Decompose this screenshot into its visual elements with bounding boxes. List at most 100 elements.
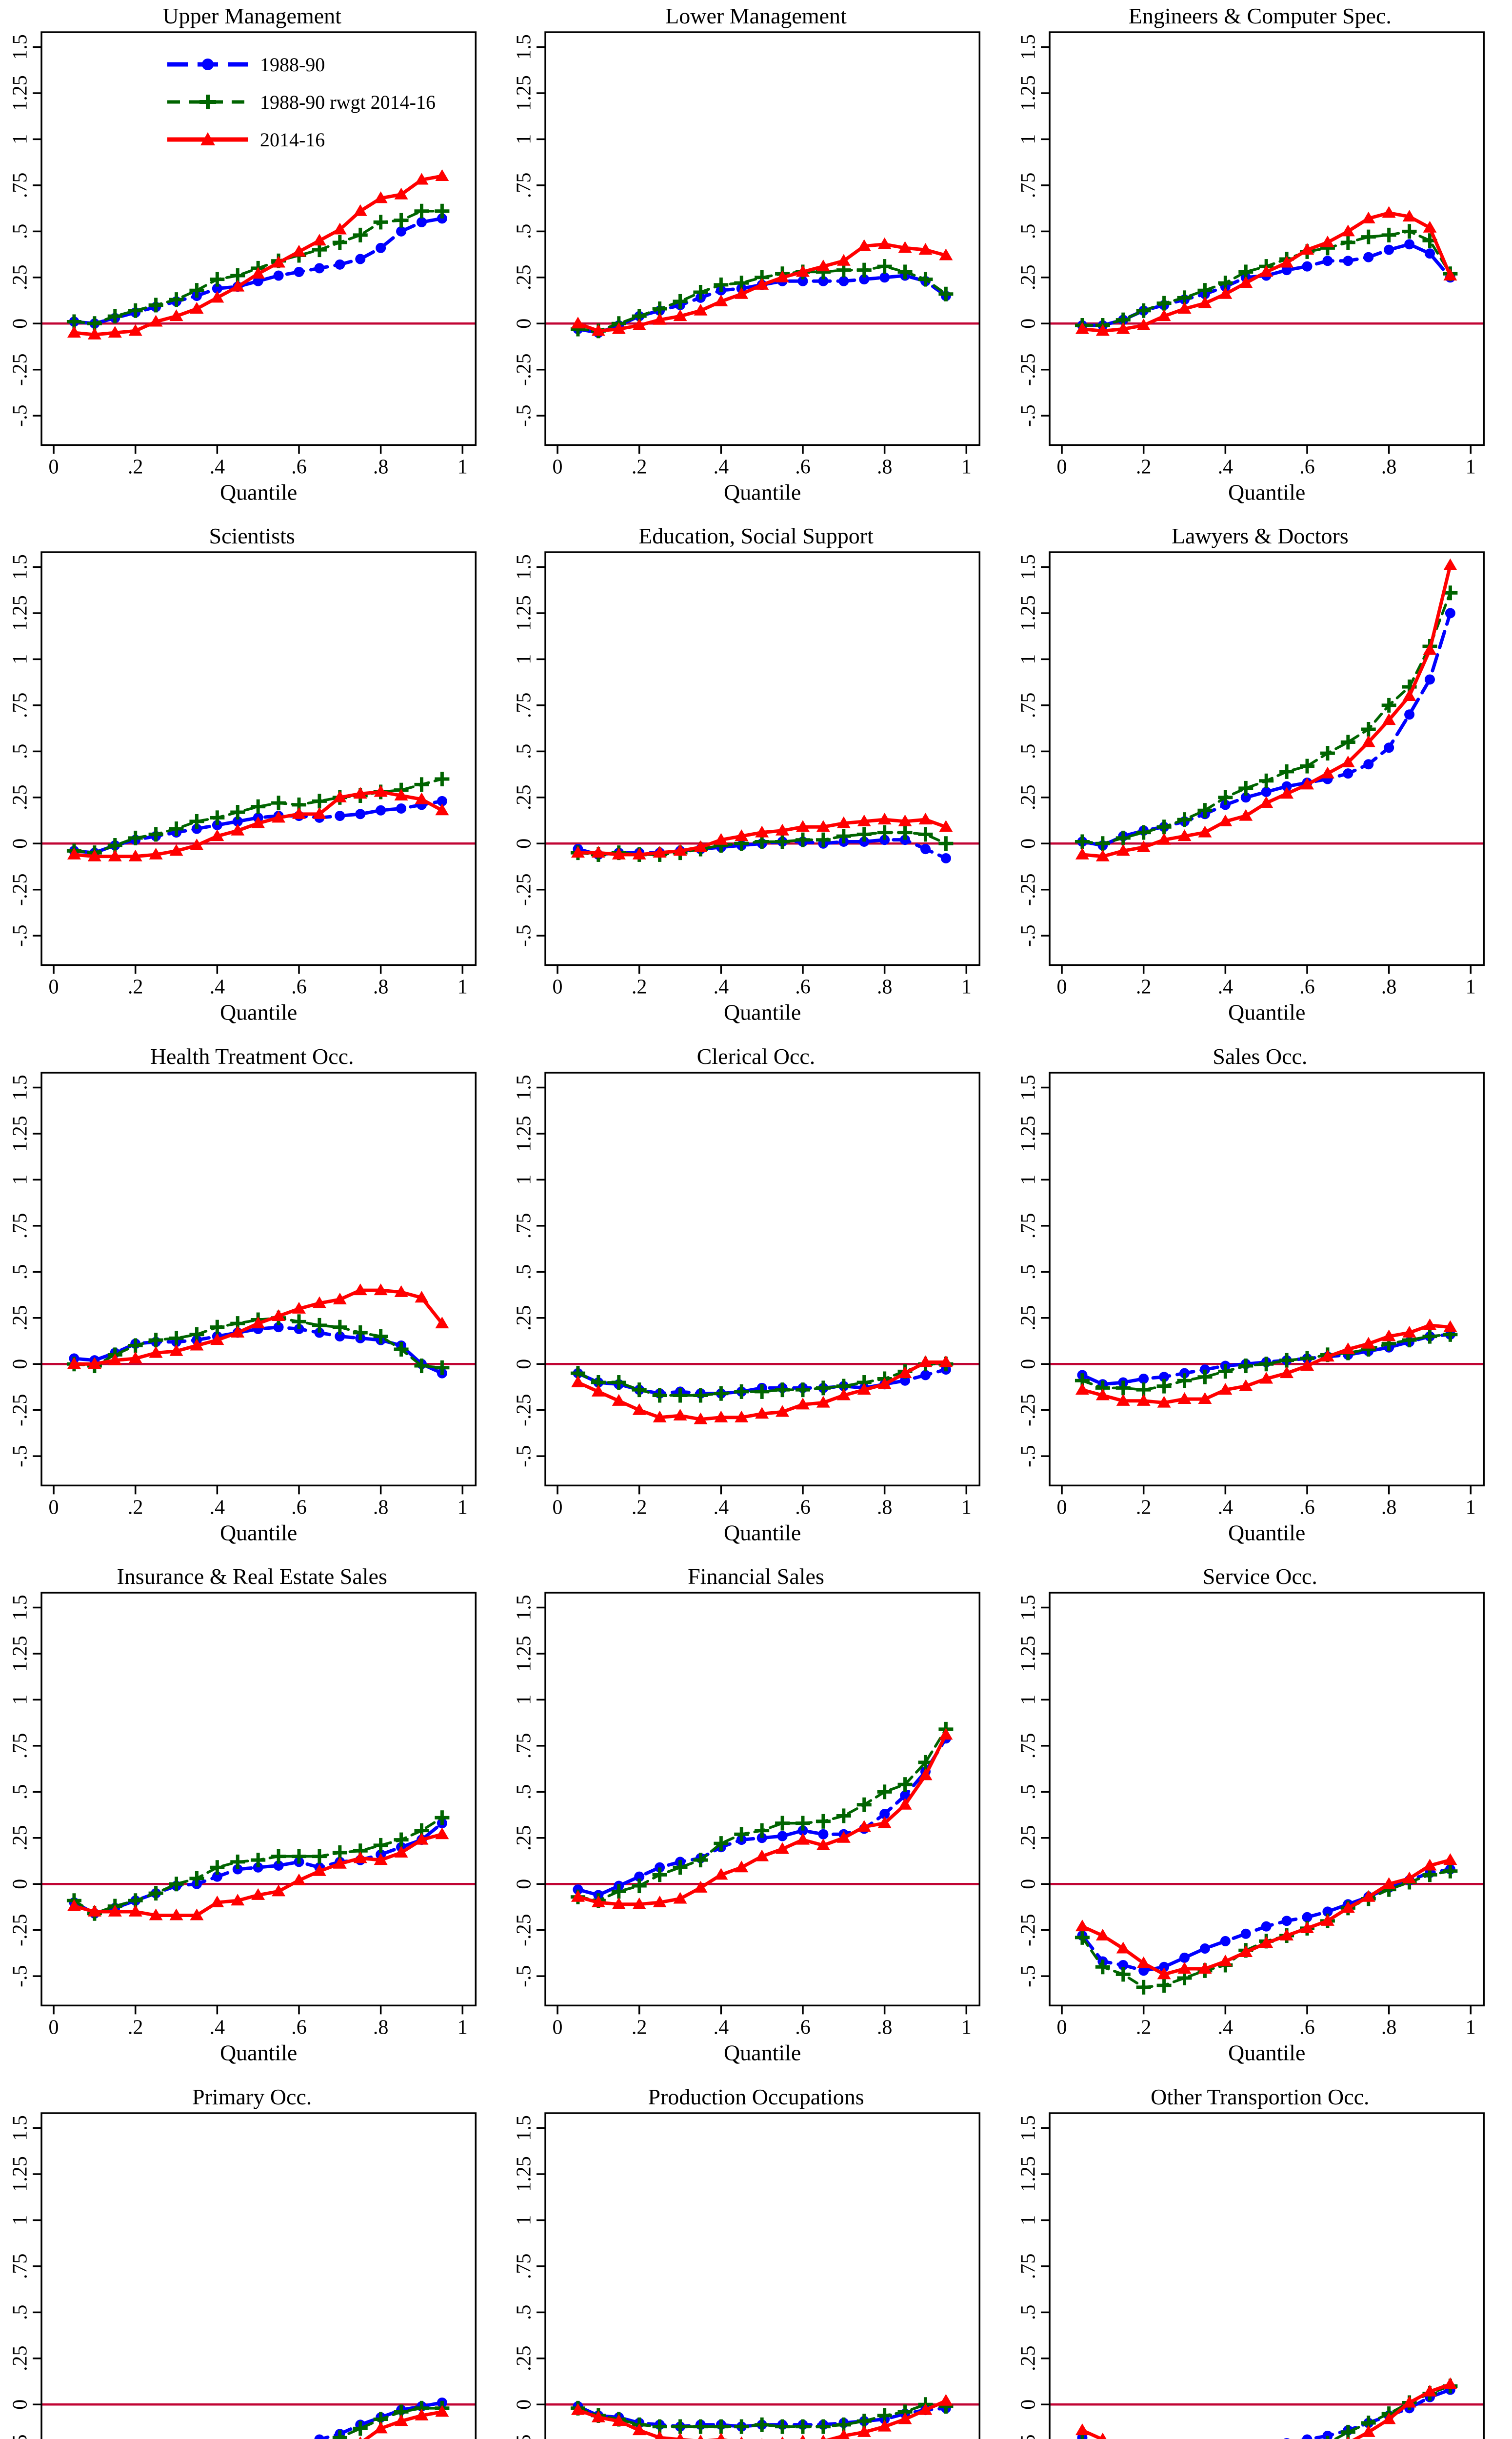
circle-marker-icon: [212, 820, 222, 831]
x-tick-label: .2: [1136, 2017, 1151, 2039]
triangle-marker-icon: [169, 309, 183, 321]
circle-marker-icon: [920, 844, 931, 855]
triangle-marker-icon: [1177, 302, 1192, 314]
x-axis-label: Quantile: [1228, 2040, 1305, 2065]
x-tick-label: .2: [1136, 976, 1151, 999]
triangle-marker-icon: [612, 2414, 626, 2426]
x-tick-label: 0: [1056, 976, 1067, 999]
triangle-marker-icon: [353, 204, 367, 216]
triangle-marker-icon: [374, 1853, 388, 1865]
chart-panel-education-social-support: Education, Social Support -.5 -.25 0 .25 .5.…: [504, 520, 1008, 1040]
circle-marker-icon: [900, 835, 911, 845]
circle-marker-icon: [253, 1862, 263, 1873]
y-tick-label: -.25: [1017, 874, 1039, 906]
circle-marker-icon: [797, 276, 808, 286]
triangle-marker-icon: [394, 1846, 408, 1858]
triangle-marker-icon: [612, 1394, 626, 1406]
quantile-plot: -.5 -.25 0 .25 .5 .75 1 1.25 1.5 0 .2 .4 .6 .8 1 Quanti…: [1017, 1072, 1485, 1545]
series-line-2014-16: [1080, 1858, 1452, 1977]
y-tick-label: 1.5: [9, 34, 32, 60]
triangle-marker-icon: [776, 1842, 790, 1854]
y-tick-label: .75: [9, 1213, 32, 1239]
triangle-marker-icon: [1423, 643, 1437, 655]
chart-panel-clerical-occ: Clerical Occ. -.5 -.25 0 .25 .5 .75 1 1.25 1.5 0.…: [504, 1040, 1008, 1560]
triangle-marker-icon: [312, 234, 326, 246]
chart-panel-health-treatment-occ: Health Treatment Occ. -.5 -.25 0 .25 .5 .75 1 1…: [0, 1040, 504, 1560]
triangle-marker-icon: [435, 2404, 449, 2417]
y-tick-label: .25: [513, 1825, 536, 1851]
y-tick-label: 1.5: [1017, 34, 1039, 60]
triangle-marker-icon: [939, 820, 953, 832]
x-tick-label: .2: [128, 976, 143, 999]
triangle-marker-icon: [918, 813, 933, 825]
y-tick-label: .5: [9, 224, 32, 240]
legend-item-1988-90-rwgt-2014-16: 1988-90 rwgt 2014-16: [166, 91, 436, 114]
triangle-marker-icon: [394, 187, 408, 200]
legend-item-2014-16: 2014-16: [166, 128, 436, 151]
triangle-marker-icon: [1075, 2423, 1089, 2435]
triangle-marker-icon: [251, 817, 265, 829]
x-tick-label: 1: [458, 1496, 468, 1519]
plot-box: [544, 31, 981, 446]
triangle-marker-icon: [333, 1857, 347, 1869]
circle-marker-icon: [1424, 248, 1435, 259]
x-tick-label: .4: [1217, 976, 1233, 999]
legend-item-1988-90: 1988-90: [166, 53, 436, 76]
y-tick-label: .5: [9, 1784, 32, 1800]
triangle-marker-icon: [435, 1827, 449, 1839]
triangle-marker-icon: [592, 846, 606, 858]
x-tick-label: 0: [49, 1496, 59, 1519]
triangle-marker-icon: [857, 239, 872, 251]
x-tick-label: .2: [1136, 456, 1151, 478]
circle-marker-icon: [634, 1871, 645, 1882]
circle-marker-icon: [573, 1884, 583, 1895]
triangle-marker-icon: [1198, 1962, 1212, 1974]
dashed-line-plus-marker-icon: [167, 95, 248, 110]
triangle-marker-icon: [800, 2434, 806, 2439]
x-tick-label: .4: [210, 2017, 225, 2039]
triangle-marker-icon: [272, 1884, 286, 1897]
triangle-marker-icon: [694, 1412, 708, 1424]
triangle-marker-icon: [312, 1296, 326, 1308]
triangle-marker-icon: [1218, 1382, 1233, 1395]
x-axis-label: Quantile: [220, 1000, 297, 1025]
y-tick-label: -.25: [9, 1394, 32, 1426]
x-tick-label: .8: [877, 976, 892, 999]
quantile-plot: -.5 -.25 0 .25 .5 .75 1 1.25 1.5 0 .2 .4 .6 .8 1 Quanti…: [9, 551, 477, 1025]
x-tick-label: 0: [1056, 2017, 1067, 2039]
triangle-marker-icon: [877, 1377, 892, 1389]
triangle-marker-icon: [694, 303, 708, 316]
y-tick-label: -.25: [513, 1394, 536, 1426]
x-axis-label: Quantile: [724, 1520, 801, 1545]
x-tick-label: .4: [714, 456, 729, 478]
triangle-marker-icon: [1361, 735, 1375, 747]
circle-marker-icon: [1199, 1364, 1210, 1375]
y-tick-label: .75: [1017, 693, 1039, 719]
circle-marker-icon: [1179, 1368, 1190, 1379]
triangle-marker-icon: [1279, 787, 1293, 799]
triangle-marker-icon: [735, 1860, 749, 1873]
x-tick-label: 0: [1056, 456, 1067, 478]
y-tick-label: 1.25: [513, 2156, 536, 2192]
y-tick-label: 1.5: [1017, 1075, 1039, 1100]
circle-marker-icon: [396, 803, 407, 814]
triangle-marker-icon: [694, 1880, 708, 1893]
triangle-marker-icon: [633, 1897, 647, 1910]
y-tick-label: 1.25: [1017, 75, 1039, 111]
panel-title: Other Transportion Occ.: [1151, 2084, 1370, 2109]
y-tick-label: .75: [513, 2253, 536, 2279]
triangle-marker-icon: [918, 1355, 933, 1367]
plot-box: [40, 2112, 477, 2439]
triangle-marker-icon: [714, 1410, 728, 1422]
triangle-marker-icon: [1177, 1392, 1192, 1404]
triangle-marker-icon: [796, 1833, 810, 1845]
y-tick-label: .5: [1017, 744, 1039, 760]
triangle-marker-icon: [149, 1346, 163, 1358]
triangle-marker-icon: [108, 1905, 122, 1917]
dashed-line-circle-marker-icon: [167, 59, 248, 71]
triangle-marker-icon: [1423, 2384, 1437, 2397]
triangle-marker-icon: [1238, 1945, 1253, 1958]
triangle-marker-icon: [571, 1375, 585, 1387]
y-tick-label: 0: [9, 1879, 32, 1889]
